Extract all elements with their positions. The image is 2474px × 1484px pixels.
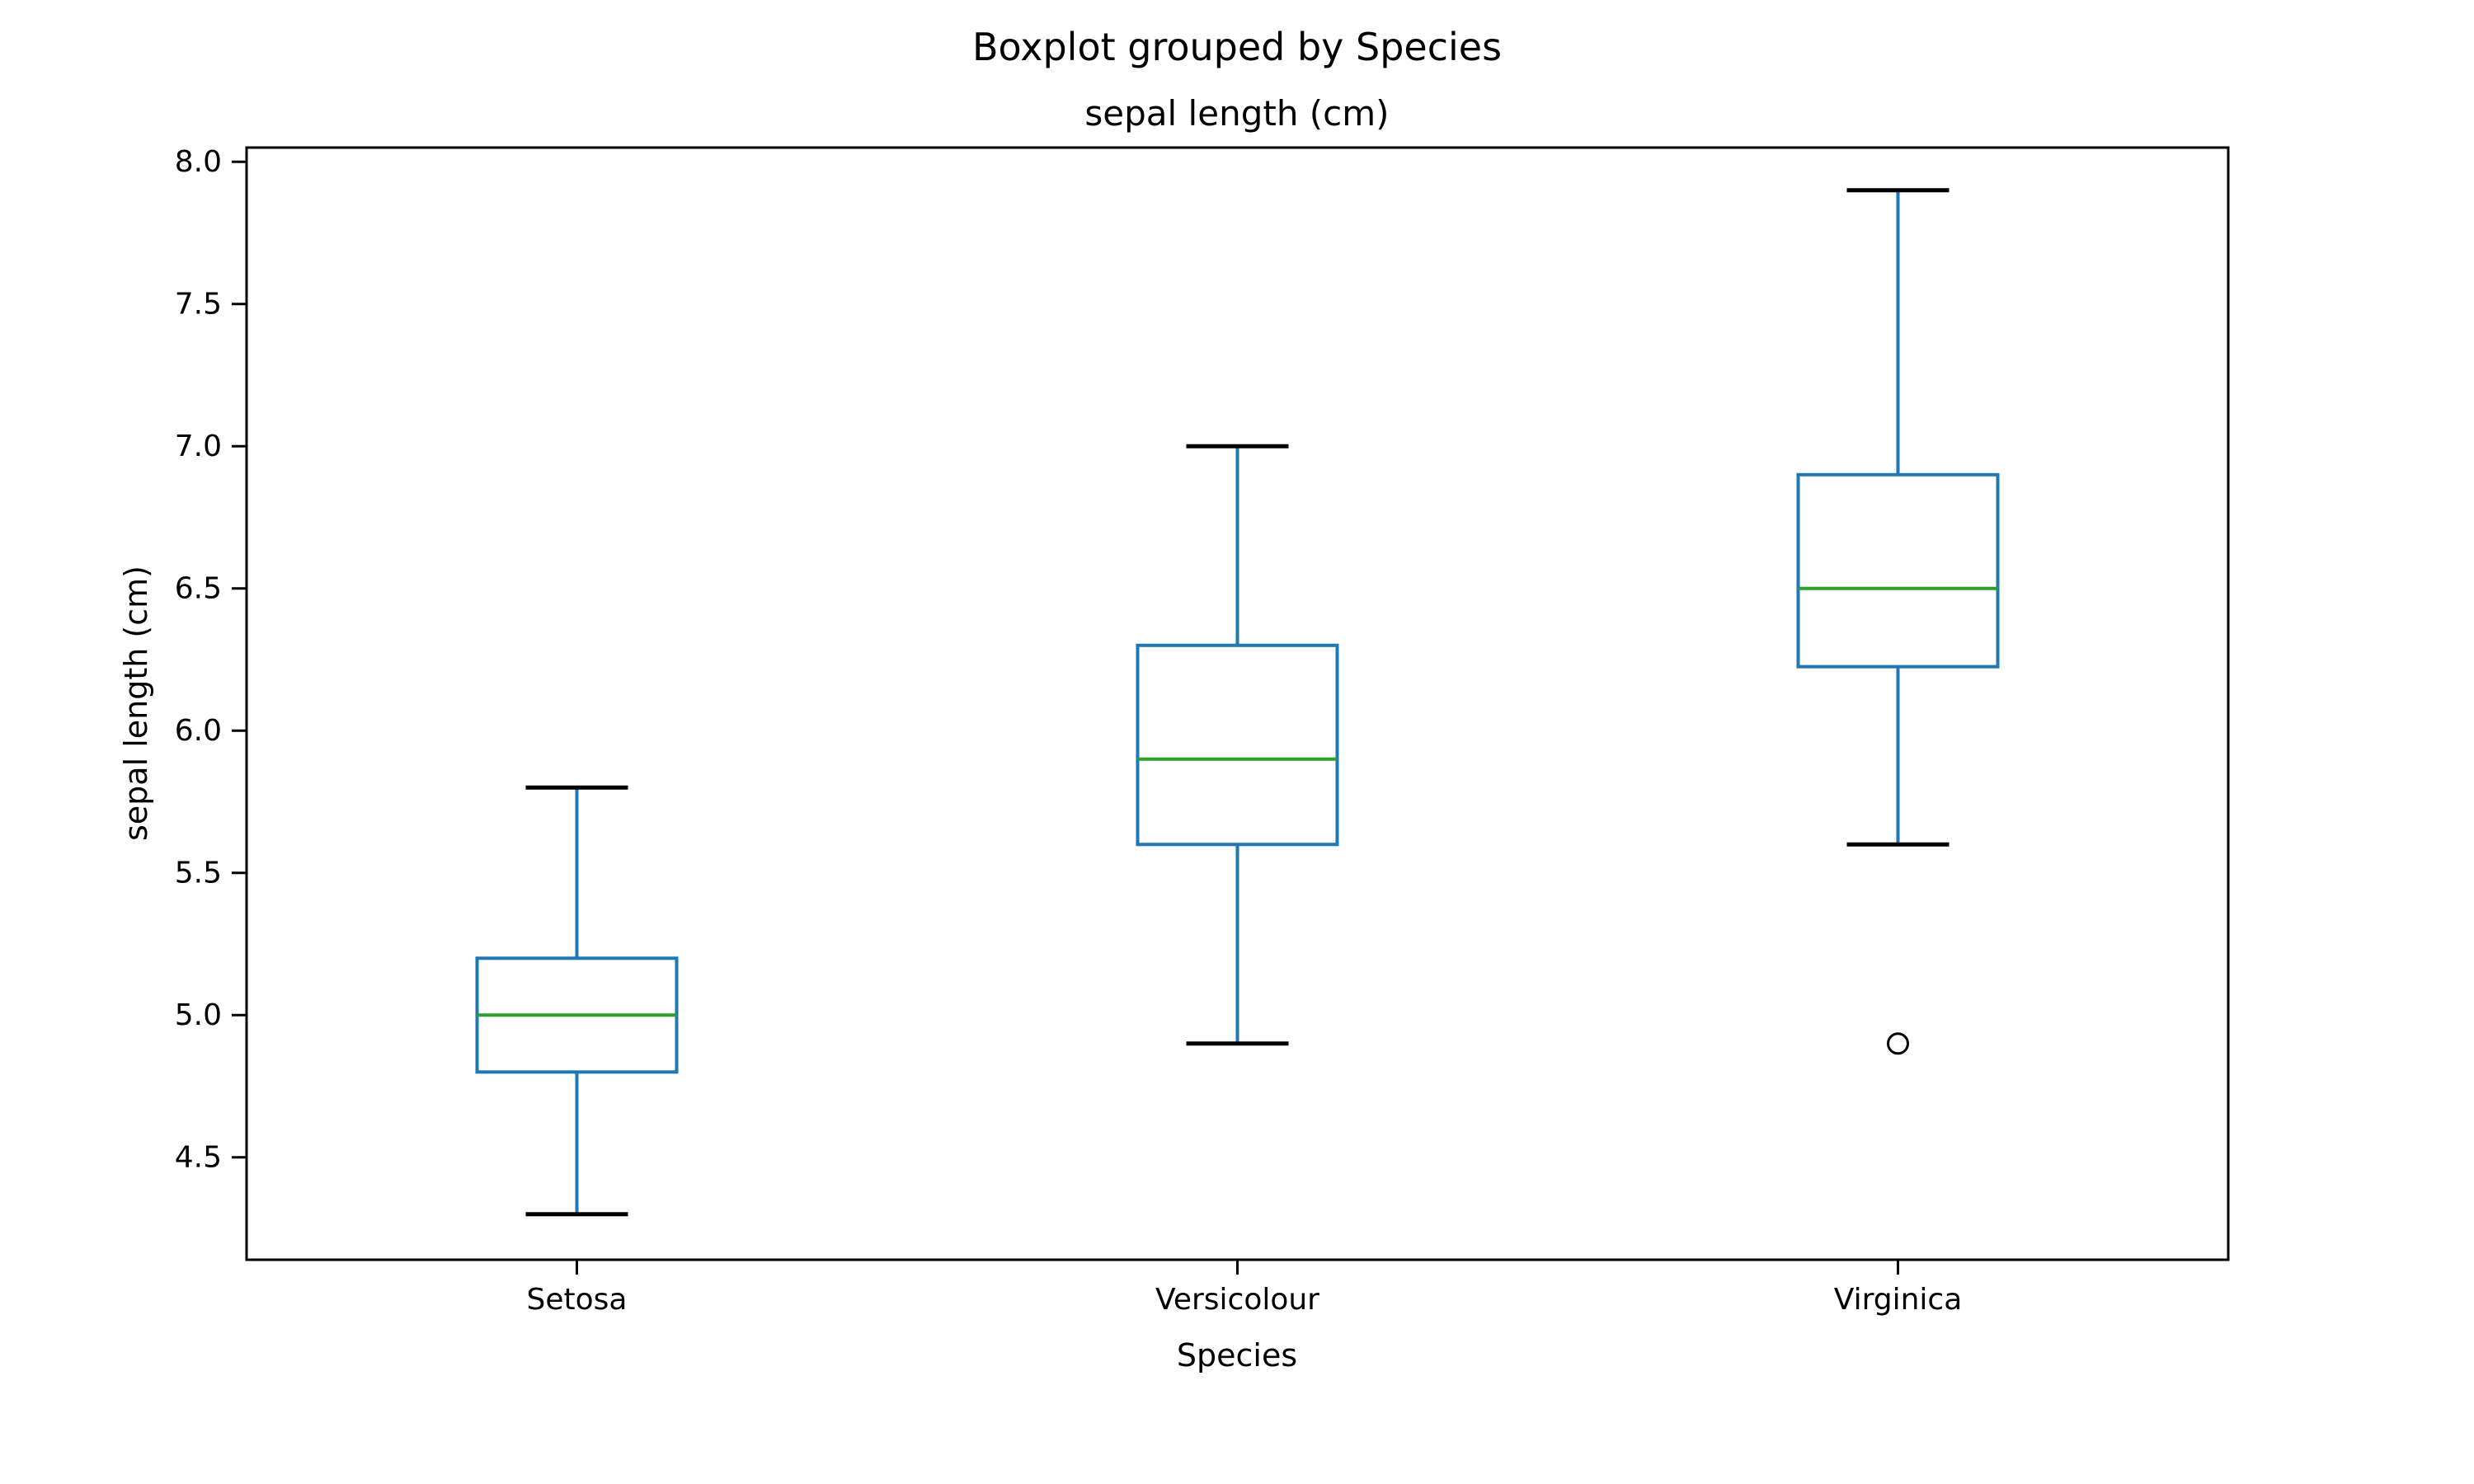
y-tick-label: 6.5 bbox=[175, 571, 222, 605]
box-virginica bbox=[1796, 472, 2000, 669]
x-tick-label: Versicolour bbox=[1155, 1283, 1319, 1317]
y-tick-label: 4.5 bbox=[175, 1140, 222, 1174]
y-tick-label: 6.0 bbox=[175, 714, 222, 748]
y-tick-label: 7.5 bbox=[175, 287, 222, 321]
y-tick-label: 5.0 bbox=[175, 998, 222, 1032]
x-axis-label: Species bbox=[1176, 1337, 1298, 1374]
axes-subtitle: sepal length (cm) bbox=[1084, 93, 1390, 134]
y-tick-label: 7.0 bbox=[175, 430, 222, 463]
y-tick-label: 5.5 bbox=[175, 856, 222, 890]
x-tick-label: Setosa bbox=[527, 1283, 628, 1317]
box-versicolour bbox=[1136, 643, 1339, 847]
outlier-virginica bbox=[1887, 1032, 1909, 1055]
figure-title: Boxplot grouped by Species bbox=[971, 25, 1503, 69]
y-tick-label: 8.0 bbox=[175, 145, 222, 179]
x-tick-label: Virginica bbox=[1834, 1283, 1963, 1317]
